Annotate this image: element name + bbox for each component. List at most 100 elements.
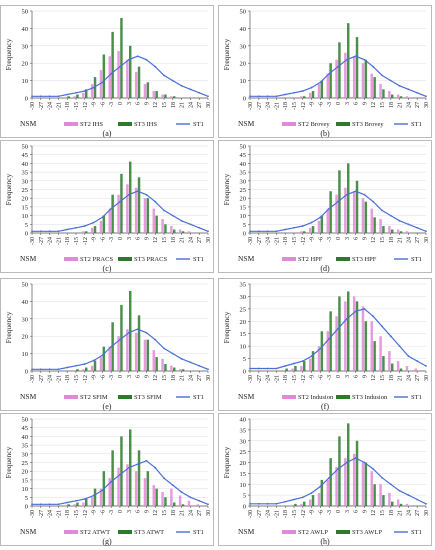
st1-point	[198, 226, 201, 229]
x-tick-label: 3	[345, 510, 351, 513]
st2-bar	[134, 187, 138, 233]
st1-point	[257, 95, 260, 98]
y-tick-label: 25	[240, 187, 247, 194]
st3-bar	[338, 170, 341, 233]
x-tick-label: -18	[65, 510, 71, 518]
x-tick-label: 18	[171, 237, 177, 243]
st3-bar	[338, 436, 341, 506]
x-tick-label: 21	[180, 375, 186, 381]
y-tick-label: 0	[243, 504, 246, 511]
st1-point	[363, 307, 366, 310]
st2-bar	[82, 231, 85, 233]
st1-point	[249, 502, 251, 505]
st2-bar	[90, 497, 94, 506]
y-tick-label: 5	[243, 493, 246, 500]
st2-bar	[352, 296, 356, 371]
st2-bar	[361, 462, 365, 506]
st1-point	[337, 200, 339, 203]
x-tick-label: -30	[30, 102, 36, 110]
st2-bar	[308, 358, 312, 371]
y-tick-label: 15	[240, 331, 247, 338]
y-tick-label: 35	[240, 170, 247, 177]
x-axis-title: NSM	[20, 254, 37, 263]
st3-bar	[364, 59, 368, 98]
st1-point	[275, 367, 278, 370]
x-tick-label: -21	[56, 375, 62, 383]
st1-point	[136, 55, 139, 58]
st2-bar	[370, 471, 373, 506]
x-tick-label: -15	[74, 375, 80, 383]
legend-st3-label: ST3 SFIM	[134, 394, 162, 401]
legend-st2-swatch	[64, 122, 78, 126]
legend-st3-swatch	[336, 257, 350, 261]
st3-bar	[93, 226, 97, 233]
x-tick-label: -12	[301, 375, 307, 383]
st3-bar	[129, 45, 132, 98]
st2-bar	[178, 369, 182, 371]
st1-point	[101, 216, 104, 219]
st3-bar	[311, 226, 315, 233]
x-tick-label: -24	[48, 375, 54, 383]
st1-point	[171, 79, 174, 82]
panel-border	[0, 278, 214, 411]
st3-bar	[173, 502, 176, 506]
st1-point	[275, 230, 278, 233]
st2-bar	[317, 492, 321, 506]
st1-point	[180, 491, 183, 493]
st1-point	[257, 502, 260, 505]
y-tick-label: 10	[22, 486, 29, 493]
st3-bar	[382, 495, 385, 506]
y-tick-label: 30	[22, 451, 29, 458]
x-tick-label: 27	[415, 237, 421, 243]
legend-st1-label: ST1	[411, 121, 422, 128]
st2-bar	[143, 84, 147, 98]
x-tick-label: -30	[248, 237, 254, 245]
st1-point	[180, 357, 183, 360]
st3-bar	[120, 17, 123, 98]
legend-st1-label: ST1	[411, 394, 422, 401]
x-tick-label: 9	[144, 375, 150, 378]
st2-bar	[143, 198, 147, 233]
st1-point	[363, 461, 366, 464]
st2-bar	[335, 59, 338, 98]
st2-bar	[90, 365, 94, 371]
x-tick-label: -27	[257, 102, 263, 110]
st1-point	[328, 207, 331, 210]
legend-st2-label: ST2 HPF	[298, 256, 323, 263]
st2-bar	[161, 94, 164, 98]
y-tick-label: 20	[22, 334, 29, 341]
st3-bar	[303, 361, 306, 371]
st3-bar	[146, 339, 150, 371]
st2-bar	[108, 346, 111, 371]
st1-point	[425, 230, 427, 233]
st1-point	[154, 466, 157, 469]
y-tick-label: 40	[240, 161, 247, 168]
st3-bar	[173, 96, 176, 98]
st1-point	[171, 352, 174, 355]
x-tick-label: -12	[83, 237, 89, 245]
panel-border	[218, 278, 432, 411]
st3-bar	[111, 322, 114, 371]
legend-st3-swatch	[336, 530, 350, 534]
st1-point	[110, 207, 113, 210]
st1-point	[83, 498, 86, 500]
y-tick-label: 5	[243, 356, 246, 363]
x-tick-label: 6	[354, 102, 360, 105]
st3-bar	[111, 31, 114, 99]
y-tick-label: 5	[25, 222, 28, 229]
st1-point	[171, 214, 174, 217]
x-tick-label: -3	[327, 510, 333, 515]
x-tick-label: -6	[100, 237, 106, 242]
x-tick-label: 9	[144, 102, 150, 105]
st3-bar	[181, 369, 185, 371]
y-tick-label: 0	[243, 369, 246, 376]
x-tick-label: -15	[292, 237, 298, 245]
st3-bar	[303, 96, 306, 98]
st3-bar	[137, 315, 141, 371]
st2-bar	[152, 485, 155, 506]
x-tick-label: 18	[389, 237, 395, 243]
st2-bar	[90, 227, 94, 233]
legend-st2-swatch	[64, 530, 78, 534]
x-tick-label: 30	[424, 102, 430, 108]
